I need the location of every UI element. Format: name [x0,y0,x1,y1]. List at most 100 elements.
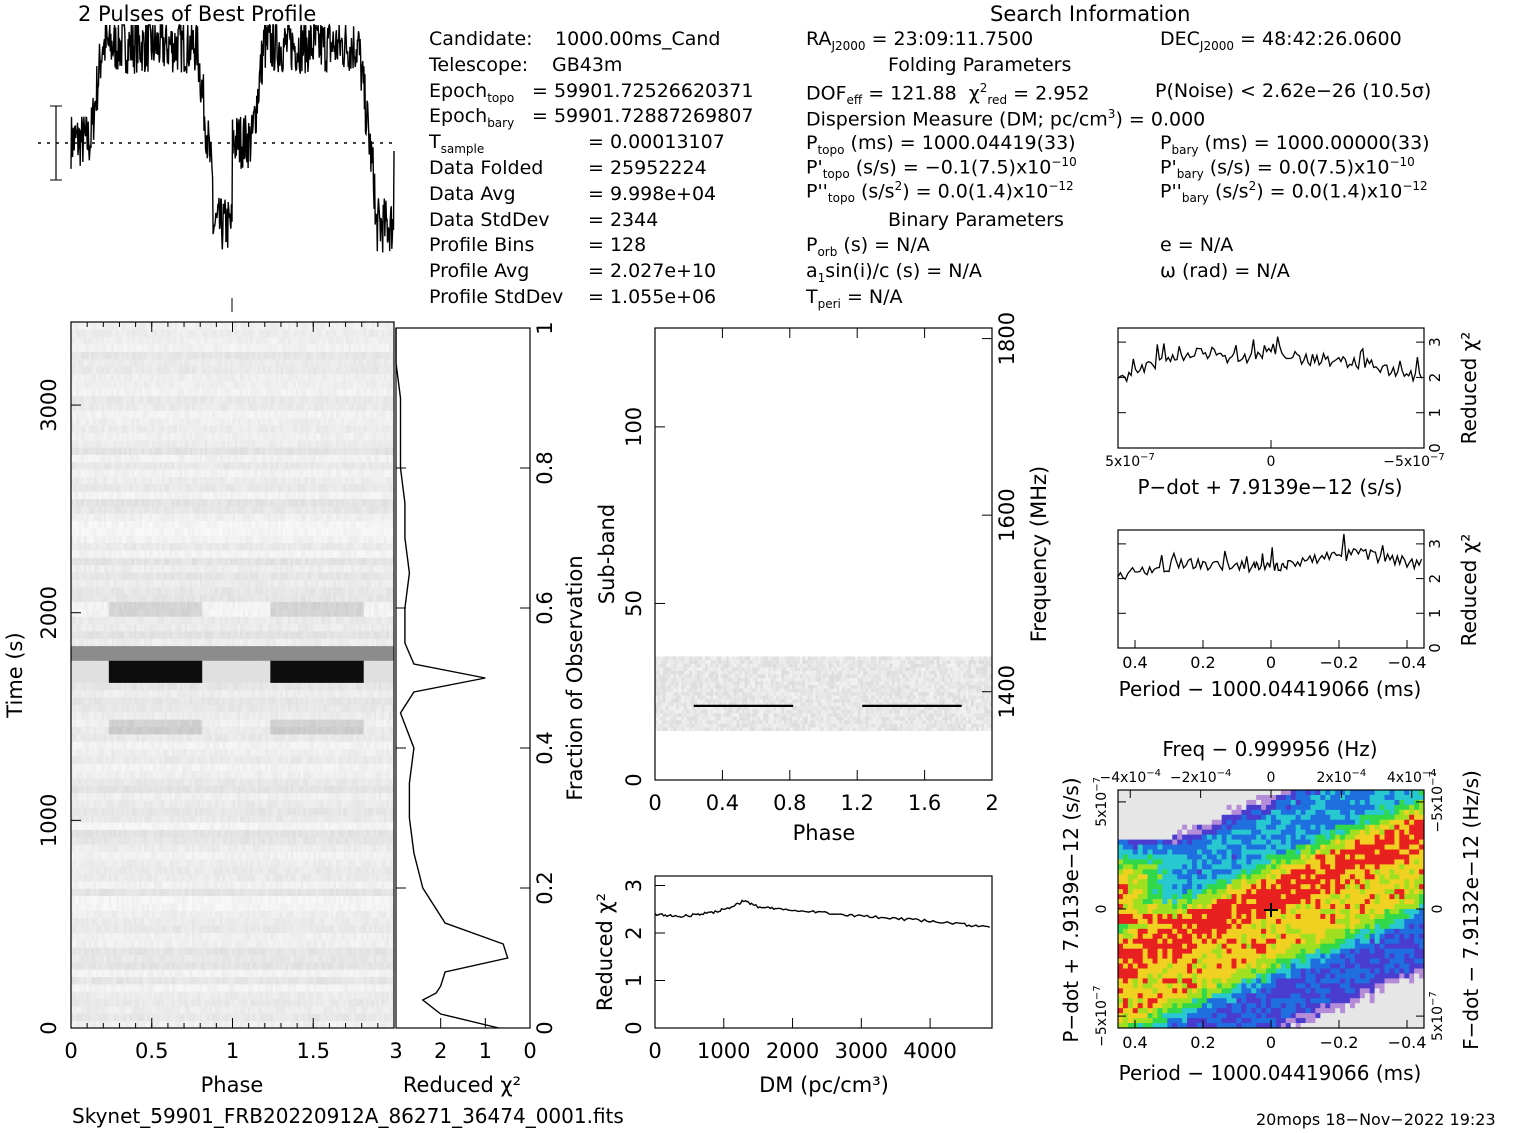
heatmap-cell [366,998,370,1007]
heatmap-cell [361,1005,365,1014]
heatmap-cell [101,998,105,1007]
heatmap-cell [144,1020,148,1029]
heatmap-cell [71,998,75,1007]
heatmap-cell [182,998,186,1007]
heatmap-cell [71,1020,75,1029]
heatmap-cell [106,1020,110,1029]
heatmap-cell [91,1013,95,1022]
heatmap-cell [310,991,314,1000]
heatmap-cell [388,1020,392,1029]
heatmap-cell [166,991,170,1000]
a1-line: a1sin(i)/c (s) = N/A [806,260,982,285]
heatmap-cell [288,1020,292,1029]
heatmap-cell [300,1020,304,1029]
heatmap-cell [121,1020,125,1029]
heatmap-cell [149,1013,153,1022]
heatmap-cell [330,1005,334,1014]
heatmap-cell [209,1013,213,1022]
heatmap-cell [320,1005,324,1014]
heatmap-cell [358,1005,362,1014]
heatmap-cell [159,1005,163,1014]
heatmap-cell [204,1005,208,1014]
heatmap-cell [348,1005,352,1014]
heatmap-cell [235,998,239,1007]
heatmap-cell [388,998,392,1007]
heatmap-cell [305,1020,309,1029]
heatmap-cell [103,1013,107,1022]
heatmap-cell [245,1005,249,1014]
heatmap-cell [247,991,251,1000]
heatmap-cell [126,1020,130,1029]
heatmap-cell [123,998,128,1007]
heatmap-cell [194,1005,198,1014]
heatmap-cell [368,1020,372,1029]
heatmap-cell [252,1013,256,1022]
heatmap-cell [288,1013,292,1022]
heatmap-cell [78,998,82,1007]
heatmap-cell [83,1020,87,1029]
heatmap-cell [325,1020,329,1029]
heatmap-cell [182,1020,186,1029]
heatmap-cell [237,1005,241,1014]
heatmap-cell [267,991,271,1000]
heatmap-cell [237,1013,241,1022]
heatmap-cell [169,1020,173,1029]
heatmap-cell [247,1013,251,1022]
heatmap-cell [118,991,122,1000]
heatmap-cell [134,1005,138,1014]
heatmap-cell [192,1013,196,1022]
heatmap-cell [361,1020,365,1029]
heatmap-cell [303,1020,307,1029]
heatmap-cell [176,1005,180,1014]
heatmap-cell [96,1013,100,1022]
heatmap-cell [101,991,105,1000]
dm-line: Dispersion Measure (DM; pc/cm3) = 0.000 [806,107,1206,131]
heatmap-cell [93,1013,97,1022]
heatmap-cell [141,1020,145,1029]
heatmap-cell [333,1013,337,1022]
heatmap-cell [260,1013,264,1022]
heatmap-cell [149,1020,153,1029]
heatmap-cell [184,1020,188,1029]
heatmap-cell [343,1013,347,1022]
heatmap-cell [83,1013,87,1022]
heatmap-cell [275,1005,279,1014]
heatmap-cell [285,1020,289,1029]
heatmap-cell [346,1013,350,1022]
heatmap-cell [270,998,274,1007]
heatmap-cell [323,1013,327,1022]
heatmap-cell [252,1020,256,1029]
info-label: Epochtopo [429,79,515,105]
heatmap-cell [280,1020,284,1029]
heatmap-cell [136,991,140,1000]
heatmap-cell [194,1020,198,1029]
heatmap-cell [222,1020,226,1029]
heatmap-cell [328,1020,332,1029]
heatmap-cell [378,1005,382,1014]
heatmap-cell [113,991,117,1000]
pdot-bary-line: P'bary (s/s) = 0.0(7.5)x10−10 [1160,155,1415,182]
info-label: Telescope: [429,53,529,76]
heatmap-cell [91,991,95,1000]
heatmap-cell [126,991,130,1000]
info-label: Candidate: [429,28,533,50]
heatmap-cell [280,991,284,1000]
heatmap-cell [237,991,241,1000]
heatmap-cell [242,1020,246,1029]
heatmap-cell [189,1020,193,1029]
heatmap-cell [366,1005,370,1014]
heatmap-cell [383,998,387,1007]
heatmap-cell [106,1013,110,1022]
heatmap-cell [260,991,264,1000]
heatmap-cell [343,1020,347,1029]
heatmap-cell [139,1020,143,1029]
heatmap-cell [260,1020,264,1029]
heatmap-cell [123,1020,128,1029]
heatmap-cell [305,1005,309,1014]
heatmap-cell [351,1005,355,1014]
info-label: Profile Bins [429,234,535,257]
ecc-line: e = N/A [1160,234,1234,256]
heatmap-cell [328,991,332,1000]
heatmap-cell [154,1005,158,1014]
